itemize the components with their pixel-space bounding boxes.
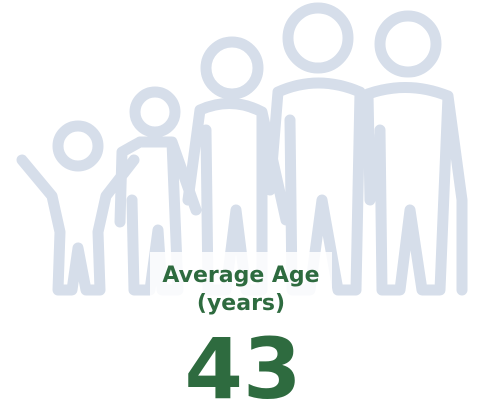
figure-body: [16, 154, 140, 296]
figure-body: [362, 82, 468, 296]
stat-label: Average Age: [162, 263, 319, 288]
figure-head: [374, 10, 442, 78]
stat-label: (years): [197, 291, 285, 316]
figure-head: [200, 36, 264, 100]
stat-value: 43: [185, 320, 302, 410]
label-backdrop: [150, 252, 332, 324]
figure-head: [282, 2, 354, 74]
figure-head: [52, 120, 104, 172]
figure-head: [129, 86, 181, 138]
family-illustration: [16, 2, 468, 296]
